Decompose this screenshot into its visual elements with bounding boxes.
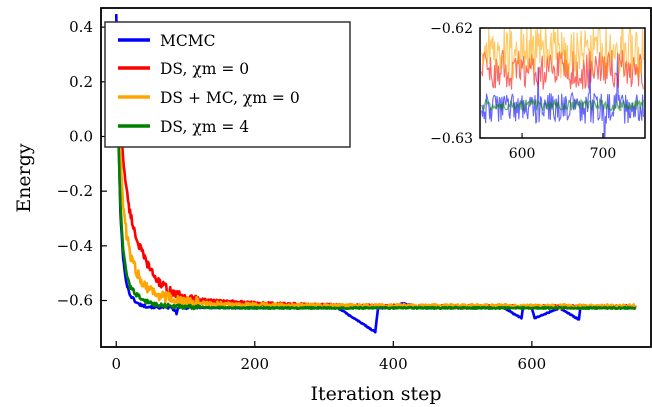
legend: MCMC DS, χm = 0 DS + MC, χm = 0 DS, χm =…	[104, 21, 351, 148]
series-line-ds-m-4	[114, 55, 637, 311]
x-tick-label: 200	[240, 355, 269, 373]
y-tick-label: −0.6	[57, 292, 93, 310]
main-plot-frame	[100, 7, 652, 348]
y-tick-label: −0.2	[57, 182, 93, 200]
legend-label-ds-chi4: DS, χm = 4	[160, 118, 249, 136]
x-tick-label: 0	[111, 355, 121, 373]
inset-y-tick-label: −0.62	[430, 21, 473, 37]
inset-series-line-ds-m-4	[481, 97, 644, 112]
x-axis-label: Iteration step	[310, 383, 441, 405]
inset-series-group	[481, 28, 644, 138]
main-axis-ticks: 0 200 400 600 0.4 0.2 0.0 −0.2 −0.4 −0.6	[57, 18, 547, 373]
inset-axis-ticks: 600 700 −0.62 −0.63	[430, 21, 616, 162]
y-tick-label: 0.2	[69, 73, 93, 91]
x-tick-label: 400	[379, 355, 408, 373]
inset-series-line-ds-mc-m-0	[481, 28, 644, 80]
legend-label-ds-chi0: DS, χm = 0	[160, 60, 249, 78]
legend-label-mcmc: MCMC	[160, 32, 215, 50]
y-axis-label: Energy	[13, 143, 35, 213]
inset-x-tick-label: 600	[509, 146, 536, 162]
y-tick-label: −0.4	[57, 237, 93, 255]
inset-frame	[479, 27, 646, 139]
legend-label-ds-mc-chi0: DS + MC, χm = 0	[160, 89, 300, 107]
x-tick-label: 600	[518, 355, 547, 373]
main-series-group	[114, 14, 637, 334]
inset-chart: 600 700 −0.62 −0.63	[430, 21, 646, 162]
inset-y-tick-label: −0.63	[430, 131, 473, 147]
y-tick-label: 0.4	[69, 18, 93, 36]
inset-x-tick-label: 700	[590, 146, 617, 162]
y-tick-label: 0.0	[69, 127, 93, 145]
